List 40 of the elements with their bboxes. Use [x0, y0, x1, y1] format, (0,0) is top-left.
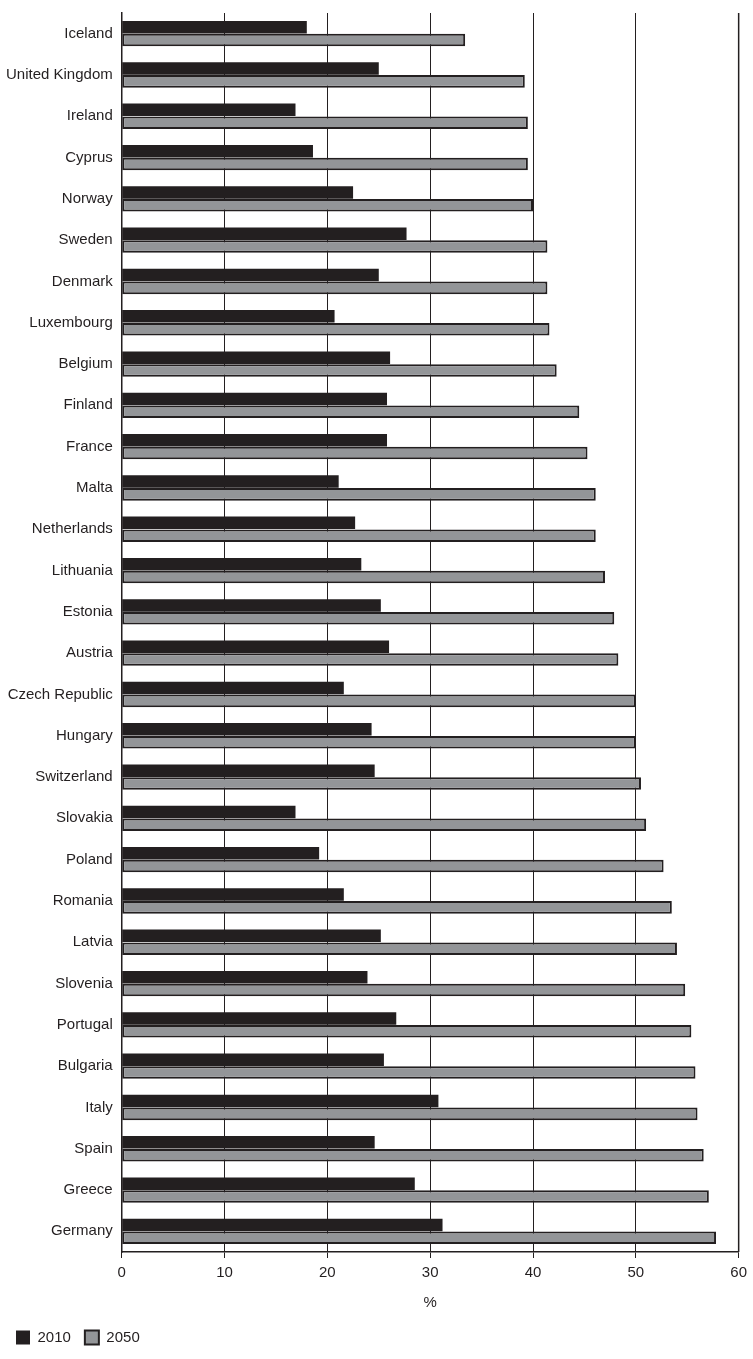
y-tick-label: Finland: [63, 395, 113, 413]
y-tick-label: Iceland: [64, 23, 113, 41]
y-tick-label: Norway: [61, 188, 114, 206]
y-tick-label: France: [66, 436, 113, 454]
x-tick-label: 30: [421, 1263, 439, 1281]
y-tick-label: Ireland: [66, 106, 113, 124]
y-tick-label: Belgium: [58, 354, 113, 372]
x-axis-title: %: [423, 1293, 437, 1311]
x-tick-label: 0: [117, 1263, 126, 1281]
y-tick-label: Hungary: [56, 725, 114, 743]
y-tick-label: Greece: [63, 1180, 113, 1198]
y-tick-label: Denmark: [51, 271, 114, 289]
y-tick-label: Malta: [76, 478, 114, 496]
legend-label: 2010: [37, 1327, 71, 1345]
legend-label: 2050: [106, 1327, 140, 1345]
y-tick-label: Slovakia: [56, 808, 114, 826]
y-tick-label: Lithuania: [51, 560, 114, 578]
y-tick-label: Portugal: [56, 1014, 113, 1032]
y-tick-label: Italy: [85, 1097, 114, 1115]
y-tick-label: Netherlands: [31, 519, 113, 537]
y-tick-label: Slovenia: [55, 973, 114, 991]
y-tick-label: Switzerland: [35, 767, 113, 785]
y-tick-label: Cyprus: [65, 147, 113, 165]
y-tick-label: Czech Republic: [7, 684, 114, 702]
y-tick-label: Luxembourg: [29, 312, 113, 330]
y-tick-label: Germany: [51, 1221, 114, 1239]
y-tick-label: Sweden: [58, 230, 113, 248]
x-tick-label: 50: [627, 1263, 645, 1281]
y-tick-label: Latvia: [72, 932, 114, 950]
x-tick-label: 40: [524, 1263, 542, 1281]
x-tick-label: 60: [730, 1263, 747, 1281]
y-tick-label: Bulgaria: [57, 1056, 114, 1074]
y-tick-label: Poland: [66, 849, 113, 867]
y-tick-label: Austria: [66, 643, 114, 661]
y-tick-label: Estonia: [62, 601, 114, 619]
y-tick-label: Spain: [74, 1138, 113, 1156]
x-tick-label: 20: [319, 1263, 336, 1281]
y-tick-label: Romania: [52, 891, 114, 909]
x-tick-label: 10: [216, 1263, 233, 1281]
y-tick-label: United Kingdom: [5, 65, 113, 83]
